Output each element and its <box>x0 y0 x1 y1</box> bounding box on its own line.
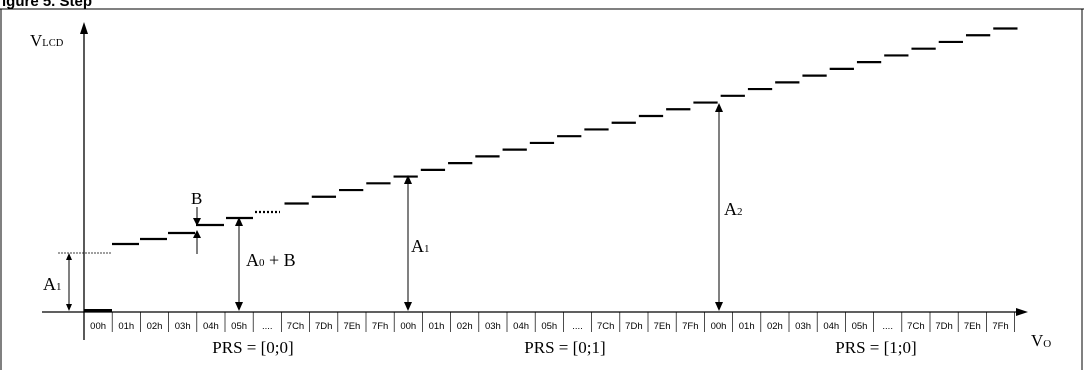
tick-label: 7Ch <box>907 321 924 332</box>
tick-label: 04h <box>203 321 219 332</box>
tick-label: 00h <box>400 321 416 332</box>
x-axis-label: VO <box>1031 331 1051 350</box>
tick-label: 7Fh <box>992 321 1008 332</box>
axes <box>42 22 1028 340</box>
tick-label: 7Fh <box>372 321 388 332</box>
y-axis-label: VLCD <box>30 31 64 50</box>
y-axis-arrowhead <box>80 22 88 34</box>
tick-label: 03h <box>485 321 501 332</box>
frame <box>0 8 1084 370</box>
tick-label: 02h <box>457 321 473 332</box>
tick-label: 03h <box>175 321 191 332</box>
a0-plus-b-label: A0 + B <box>246 250 296 270</box>
b-dimension <box>193 207 201 254</box>
tick-label: 7Fh <box>682 321 698 332</box>
tick-label: 04h <box>513 321 529 332</box>
tick-label: 7Ch <box>597 321 614 332</box>
tick-label: 7Eh <box>964 321 981 332</box>
tick-label: .... <box>882 321 893 332</box>
a1-mid-dimension <box>404 175 412 311</box>
a2-dimension <box>715 103 723 311</box>
tick-label: 7Eh <box>343 321 360 332</box>
a1-mid-label: A1 <box>411 236 430 256</box>
tick-label: 02h <box>767 321 783 332</box>
x-tick-labels: 00h 01h 02h 03h 04h 05h.... 7Ch 7Dh 7Eh 7Fh 00h 01h… <box>83 312 1015 332</box>
x-axis-arrowhead <box>1016 308 1028 316</box>
tick-label: 7Dh <box>625 321 642 332</box>
group-label-prs-10: PRS = [1;0] <box>835 338 916 357</box>
tick-label: 02h <box>147 321 163 332</box>
page-title: igure 5. Step <box>2 0 93 10</box>
a0-plus-b-dimension <box>235 217 243 311</box>
tick-label: 05h <box>231 321 247 332</box>
a1-left-dimension <box>58 252 112 311</box>
tick-label: 03h <box>795 321 811 332</box>
tick-label: 01h <box>429 321 445 332</box>
tick-label: 04h <box>823 321 839 332</box>
tick-label: 00h <box>711 321 727 332</box>
tick-label: 01h <box>118 321 134 332</box>
tick-label: 7Eh <box>654 321 671 332</box>
tick-label: 05h <box>541 321 557 332</box>
b-label: B <box>191 189 202 208</box>
tick-label: .... <box>572 321 583 332</box>
tick-label: 7Dh <box>935 321 952 332</box>
tick-label: 01h <box>739 321 755 332</box>
a1-left-label: A1 <box>43 274 62 294</box>
tick-label: 7Dh <box>315 321 332 332</box>
group-label-prs-01: PRS = [0;1] <box>524 338 605 357</box>
tick-label: .... <box>262 321 273 332</box>
tick-label: 05h <box>852 321 868 332</box>
a2-label: A2 <box>724 199 743 219</box>
staircase-steps <box>84 27 1018 312</box>
group-labels: PRS = [0;0] PRS = [0;1] PRS = [1;0] <box>212 338 916 357</box>
tick-label: 00h <box>90 321 106 332</box>
group-label-prs-00: PRS = [0;0] <box>212 338 293 357</box>
tick-label: 7Ch <box>287 321 304 332</box>
